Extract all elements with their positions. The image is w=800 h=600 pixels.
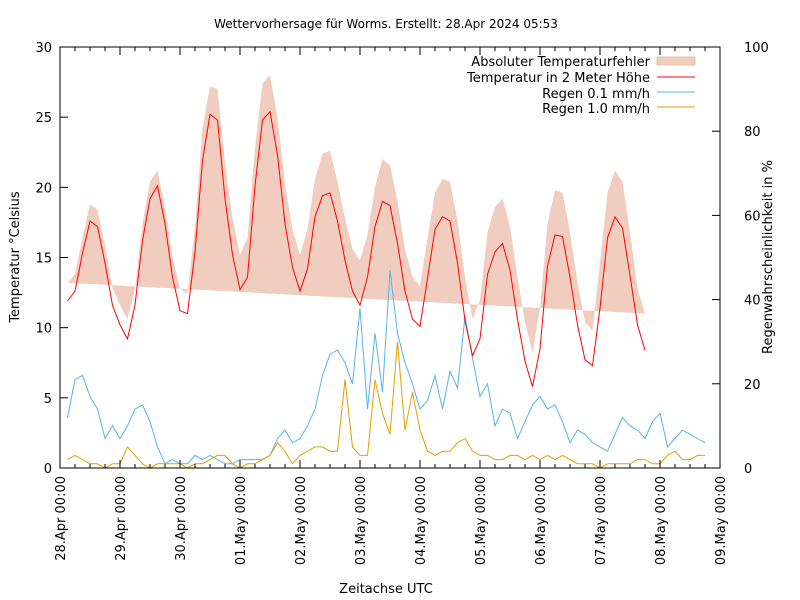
x-axis: 28.Apr 00:00 29.Apr 00:00 30.Apr 00:00 01.M… [54, 47, 729, 565]
y-axis-label: Temperatur °Celsius [8, 191, 23, 324]
y2-tick-label: 0 [744, 462, 752, 477]
y2-tick-label: 100 [744, 41, 769, 56]
x-tick-label: 07.May 00:00 [594, 476, 609, 565]
y2-axis-label: Regenwahrscheinlichkeit in % [761, 160, 776, 354]
x-tick-label: 28.Apr 00:00 [54, 476, 69, 561]
x-tick-label: 09.May 00:00 [714, 476, 729, 565]
y2-tick-label: 60 [744, 209, 761, 224]
rain-0.1-layer [67, 270, 706, 465]
y-tick-label: 15 [35, 252, 52, 267]
legend: Absoluter Temperaturfehler Temperatur in… [466, 55, 696, 117]
x-tick-label: 29.Apr 00:00 [114, 476, 129, 561]
legend-label-rain-01: Regen 0.1 mm/h [542, 87, 650, 102]
y-tick-label: 0 [44, 462, 52, 477]
y-axis-right: 0 20 40 60 80 100 [712, 41, 769, 477]
x-tick-label: 06.May 00:00 [534, 476, 549, 565]
x-tick-label: 08.May 00:00 [654, 476, 669, 565]
y2-tick-label: 20 [744, 378, 761, 393]
x-tick-label: 30.Apr 00:00 [174, 476, 189, 561]
y-tick-label: 5 [44, 392, 52, 407]
temperature-error-band [67, 75, 645, 353]
y-tick-label: 30 [35, 41, 52, 56]
legend-label-rain-10: Regen 1.0 mm/h [542, 102, 650, 117]
legend-label-temperature: Temperatur in 2 Meter Höhe [466, 71, 650, 86]
temperature-line [67, 110, 646, 387]
y-tick-label: 10 [35, 322, 52, 337]
x-tick-label: 01.May 00:00 [234, 476, 249, 565]
temperature-layer [67, 0, 706, 387]
rain-1.0-layer [67, 341, 706, 469]
x-tick-label: 04.May 00:00 [414, 476, 429, 565]
rain-10-line [67, 341, 705, 469]
y-axis-left: 0 5 10 15 20 25 30 [35, 41, 68, 477]
rain-01-line [67, 270, 706, 465]
y-tick-label: 25 [35, 111, 52, 126]
x-tick-label: 02.May 00:00 [294, 476, 309, 565]
x-axis-label: Zeitachse UTC [339, 582, 433, 597]
x-tick-label: 03.May 00:00 [354, 476, 369, 565]
x-tick-label: 05.May 00:00 [474, 476, 489, 565]
temperature-error-band-layer [67, 75, 645, 353]
chart-title: Wettervorhersage für Worms. Erstellt: 28… [214, 17, 558, 31]
y2-tick-label: 40 [744, 294, 761, 309]
y2-tick-label: 80 [744, 125, 761, 140]
legend-swatch-error [656, 56, 696, 66]
y-tick-label: 20 [35, 181, 52, 196]
legend-label-error: Absoluter Temperaturfehler [471, 55, 650, 70]
